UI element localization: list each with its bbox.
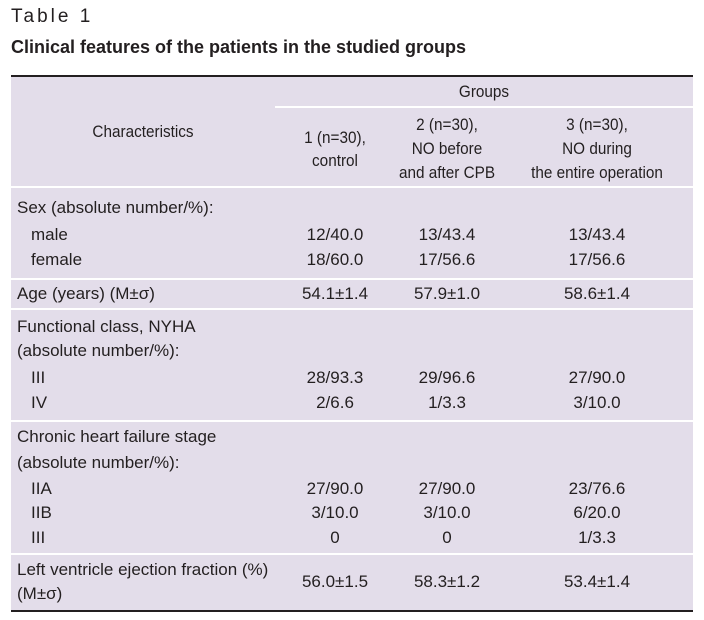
cell-lvef-group-3: 53.4±1.4	[563, 572, 631, 591]
row-divider	[11, 308, 693, 310]
row-label-chf-iia: IIA	[31, 479, 52, 498]
cell-nyha-iii-group-1: 28/93.3	[306, 368, 364, 387]
row-label-male: male	[31, 225, 68, 244]
cell-chf-iii-group-1: 0	[330, 528, 340, 547]
row-label-nyha-iv: IV	[31, 393, 48, 412]
cell-chf-iib-group-3: 6/20.0	[573, 503, 621, 522]
cell-nyha-iv-group-1: 2/6.6	[316, 393, 354, 412]
row-label-chf-iii: III	[31, 528, 46, 547]
table-title: Clinical features of the patients in the…	[11, 37, 467, 57]
header-group-3-line-1: 3 (n=30),	[566, 115, 628, 134]
cell-chf-iib-group-1: 3/10.0	[311, 503, 359, 522]
header-group-2-line-2: NO before	[411, 139, 483, 158]
cell-male-group-2: 13/43.4	[418, 225, 476, 244]
cell-male-group-3: 13/43.4	[568, 225, 626, 244]
section-label-chf-line-1: Chronic heart failure stage	[17, 427, 217, 446]
section-label-sex: Sex (absolute number/%):	[17, 198, 214, 217]
header-characteristics: Characteristics	[92, 122, 194, 141]
cell-nyha-iii-group-3: 27/90.0	[568, 368, 626, 387]
cell-chf-iia-group-3: 23/76.6	[568, 479, 626, 498]
clinical-features-table: Characteristics Groups 1 (n=30), control…	[11, 75, 693, 612]
row-label-lvef-line-2: (M±σ)	[17, 584, 63, 603]
cell-nyha-iv-group-3: 3/10.0	[573, 393, 621, 412]
table-number: Table 1	[11, 6, 94, 27]
row-divider	[11, 186, 693, 188]
cell-female-group-3: 17/56.6	[568, 250, 626, 269]
header-groups: Groups	[458, 82, 510, 101]
header-group-3-line-3: the entire operation	[531, 163, 663, 182]
row-label-chf-iib: IIB	[31, 503, 52, 522]
header-group-3-line-2: NO during	[562, 139, 632, 158]
cell-chf-iia-group-1: 27/90.0	[306, 479, 364, 498]
cell-chf-iib-group-2: 3/10.0	[423, 503, 471, 522]
row-divider	[11, 278, 693, 280]
section-label-chf-line-2: (absolute number/%):	[17, 453, 180, 472]
cell-male-group-1: 12/40.0	[306, 225, 364, 244]
cell-female-group-2: 17/56.6	[418, 250, 476, 269]
header-group-1-line-1: 1 (n=30),	[304, 128, 366, 147]
cell-chf-iii-group-2: 0	[442, 528, 452, 547]
cell-female-group-1: 18/60.0	[306, 250, 364, 269]
row-divider	[11, 553, 693, 555]
header-group-1-line-2: control	[312, 151, 358, 170]
row-label-nyha-iii: III	[31, 368, 46, 387]
cell-age-group-2: 57.9±1.0	[413, 284, 481, 303]
cell-nyha-iv-group-2: 1/3.3	[428, 393, 466, 412]
section-label-nyha-line-2: (absolute number/%):	[17, 341, 180, 360]
cell-nyha-iii-group-2: 29/96.6	[418, 368, 476, 387]
row-label-female: female	[31, 250, 83, 269]
row-label-age: Age (years) (M±σ)	[17, 284, 155, 303]
groups-divider	[275, 106, 693, 108]
cell-lvef-group-1: 56.0±1.5	[301, 572, 369, 591]
cell-age-group-3: 58.6±1.4	[563, 284, 631, 303]
cell-chf-iia-group-2: 27/90.0	[418, 479, 476, 498]
row-label-lvef-line-1: Left ventricle ejection fraction (%)	[17, 560, 269, 579]
row-divider	[11, 420, 693, 422]
cell-lvef-group-2: 58.3±1.2	[413, 572, 481, 591]
header-group-2-line-1: 2 (n=30),	[416, 115, 478, 134]
header-group-2-line-3: and after CPB	[398, 163, 496, 182]
cell-chf-iii-group-3: 1/3.3	[578, 528, 616, 547]
cell-age-group-1: 54.1±1.4	[301, 284, 369, 303]
section-label-nyha-line-1: Functional class, NYHA	[17, 317, 196, 336]
